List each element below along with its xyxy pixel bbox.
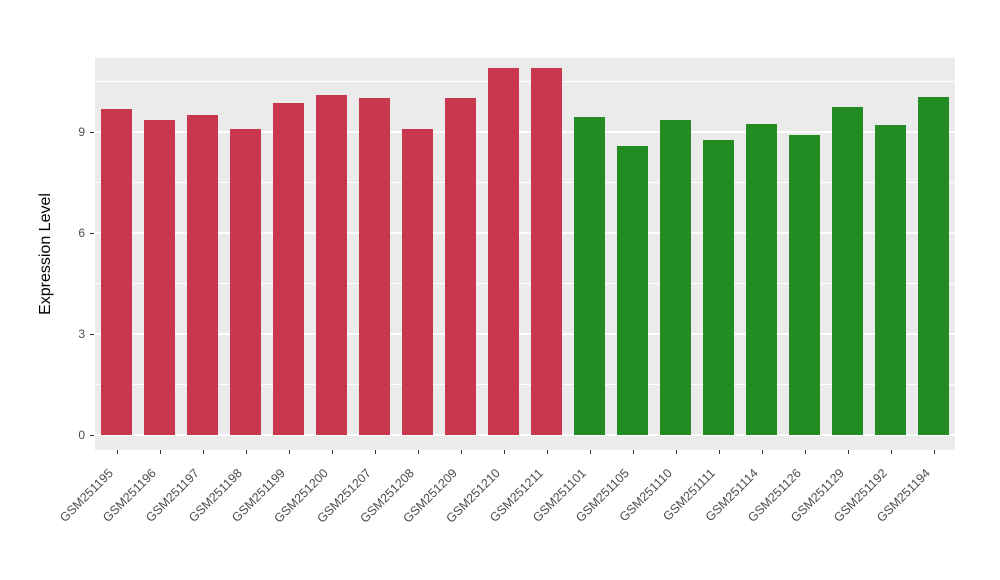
x-tick-mark	[159, 450, 161, 454]
minor-gridline	[95, 383, 955, 385]
bar	[487, 68, 520, 435]
y-tick-mark	[90, 233, 94, 235]
bar	[229, 128, 262, 435]
bar	[659, 120, 692, 435]
x-tick-mark	[116, 450, 118, 454]
bar	[530, 68, 563, 435]
bar	[874, 125, 907, 435]
x-tick-mark	[718, 450, 720, 454]
major-gridline	[95, 333, 955, 336]
bar	[186, 115, 219, 435]
bar	[616, 145, 649, 435]
y-tick-label: 6	[78, 226, 85, 241]
x-tick-mark	[890, 450, 892, 454]
x-tick-mark	[460, 450, 462, 454]
y-tick-label: 3	[78, 327, 85, 342]
x-tick-mark	[417, 450, 419, 454]
bar	[272, 103, 305, 435]
x-tick-mark	[847, 450, 849, 454]
bar	[358, 98, 391, 435]
x-tick-mark	[288, 450, 290, 454]
x-tick-mark	[804, 450, 806, 454]
y-tick-label: 0	[78, 428, 85, 442]
bar	[573, 116, 606, 435]
x-tick-mark	[503, 450, 505, 454]
x-tick-mark	[675, 450, 677, 454]
bar	[917, 96, 950, 435]
minor-gridline	[95, 282, 955, 284]
minor-gridline	[95, 80, 955, 82]
y-tick-mark	[90, 435, 94, 436]
y-tick-label: 9	[78, 125, 85, 140]
major-gridline	[95, 232, 955, 235]
y-axis-title: Expression Level	[37, 193, 54, 315]
x-tick-mark	[589, 450, 591, 454]
major-gridline	[95, 131, 955, 134]
x-tick-mark	[202, 450, 204, 454]
bar	[702, 140, 735, 435]
x-tick-mark	[245, 450, 247, 454]
x-tick-mark	[933, 450, 935, 454]
bar	[401, 128, 434, 435]
bar	[100, 108, 133, 435]
bar	[831, 106, 864, 435]
y-tick-mark	[90, 334, 94, 336]
bar	[788, 135, 821, 435]
minor-gridline	[95, 181, 955, 183]
x-tick-mark	[331, 450, 333, 454]
bar	[315, 95, 348, 435]
plot-panel	[95, 58, 955, 450]
x-tick-mark	[546, 450, 548, 454]
x-tick-mark	[374, 450, 376, 454]
x-tick-mark	[632, 450, 634, 454]
y-tick-mark	[90, 132, 94, 134]
bar	[143, 120, 176, 435]
bar	[745, 123, 778, 435]
x-tick-mark	[761, 450, 763, 454]
major-gridline	[95, 434, 955, 436]
bar	[444, 98, 477, 435]
